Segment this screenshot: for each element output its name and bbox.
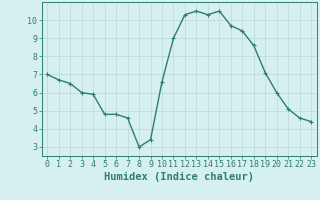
X-axis label: Humidex (Indice chaleur): Humidex (Indice chaleur)	[104, 172, 254, 182]
